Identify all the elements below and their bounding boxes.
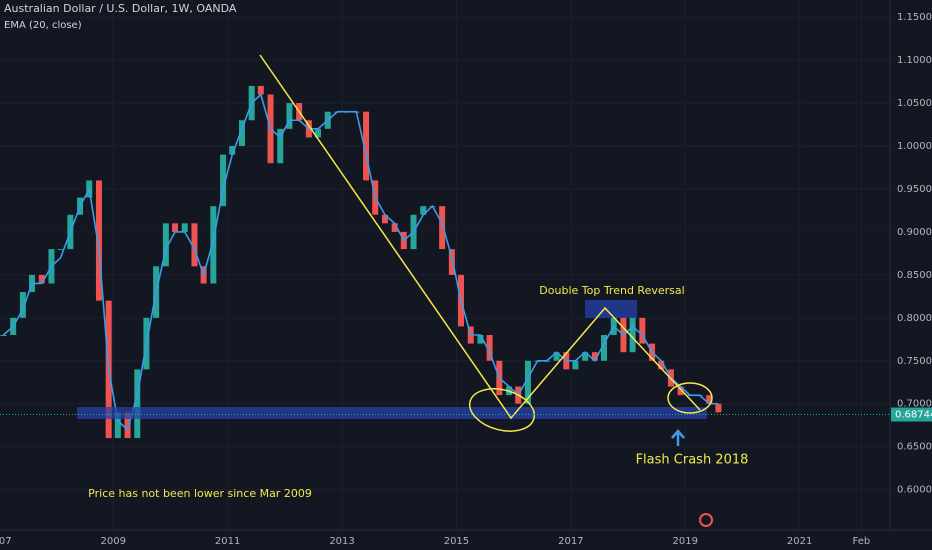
support-zone bbox=[77, 407, 707, 419]
candle bbox=[181, 223, 188, 232]
annotation: Price has not been lower since Mar 2009 bbox=[88, 487, 312, 500]
candle bbox=[57, 249, 64, 251]
y-tick-label: 1.00000 bbox=[897, 141, 932, 152]
candle bbox=[639, 317, 646, 344]
candle bbox=[572, 360, 579, 370]
candle bbox=[629, 317, 636, 353]
candle bbox=[277, 128, 284, 164]
candle bbox=[363, 111, 370, 181]
candle bbox=[477, 335, 484, 344]
annotation: Double Top Trend Reversal bbox=[539, 284, 684, 297]
candle bbox=[582, 352, 589, 361]
candle bbox=[238, 120, 245, 147]
candle bbox=[486, 335, 493, 361]
candle bbox=[114, 412, 121, 439]
candle bbox=[706, 395, 713, 404]
top-zone bbox=[585, 300, 637, 318]
x-tick-label: 2015 bbox=[444, 536, 469, 547]
y-tick-label: 0.95000 bbox=[897, 184, 932, 195]
candle bbox=[286, 103, 293, 129]
x-tick-label: 2021 bbox=[787, 536, 812, 547]
candle bbox=[257, 85, 264, 95]
candle bbox=[601, 335, 608, 361]
x-tick-label: Feb bbox=[853, 536, 871, 547]
x-tick-label: 2007 bbox=[0, 536, 12, 547]
candle bbox=[677, 386, 684, 396]
trend-lines bbox=[259, 54, 701, 420]
x-tick-label: 2013 bbox=[329, 536, 354, 547]
candle bbox=[715, 403, 722, 413]
candle bbox=[191, 223, 198, 267]
candle bbox=[124, 412, 131, 439]
candle bbox=[172, 223, 179, 232]
x-tick-label: 2019 bbox=[673, 536, 698, 547]
candle bbox=[210, 206, 217, 284]
x-tick-label: 2017 bbox=[558, 536, 583, 547]
event-icon bbox=[699, 513, 713, 527]
candle bbox=[38, 274, 45, 284]
annotation: Flash Crash 2018 bbox=[636, 453, 749, 468]
candle bbox=[524, 360, 531, 404]
candle bbox=[658, 360, 665, 370]
circle-2019 bbox=[667, 382, 713, 414]
candle bbox=[391, 223, 398, 232]
x-tick-label: 2009 bbox=[101, 536, 126, 547]
y-tick-label: 1.10000 bbox=[897, 55, 932, 66]
candle bbox=[315, 128, 322, 138]
ema-line bbox=[2, 93, 719, 431]
candle bbox=[229, 146, 236, 155]
candle bbox=[134, 369, 141, 439]
circle-2016 bbox=[468, 388, 536, 432]
indicator-label: EMA (20, close) bbox=[4, 20, 82, 31]
last-price-label: 0.68744 bbox=[895, 410, 932, 421]
chart-title: Australian Dollar / U.S. Dollar, 1W, OAN… bbox=[4, 2, 237, 15]
candle bbox=[439, 206, 446, 250]
arrow bbox=[671, 429, 685, 446]
candle bbox=[448, 249, 455, 275]
y-tick-label: 1.05000 bbox=[897, 98, 932, 109]
candle bbox=[19, 292, 26, 318]
candle bbox=[220, 154, 227, 207]
grid-layer bbox=[0, 0, 890, 530]
candle bbox=[162, 223, 169, 267]
last-price-box bbox=[891, 407, 932, 422]
candle bbox=[95, 180, 102, 301]
candle bbox=[591, 352, 598, 361]
mark-layer bbox=[0, 85, 722, 439]
candle bbox=[0, 335, 7, 337]
x-tick-label: 2011 bbox=[215, 536, 240, 547]
candle bbox=[553, 352, 560, 361]
candle bbox=[381, 214, 388, 224]
candle bbox=[420, 206, 427, 215]
